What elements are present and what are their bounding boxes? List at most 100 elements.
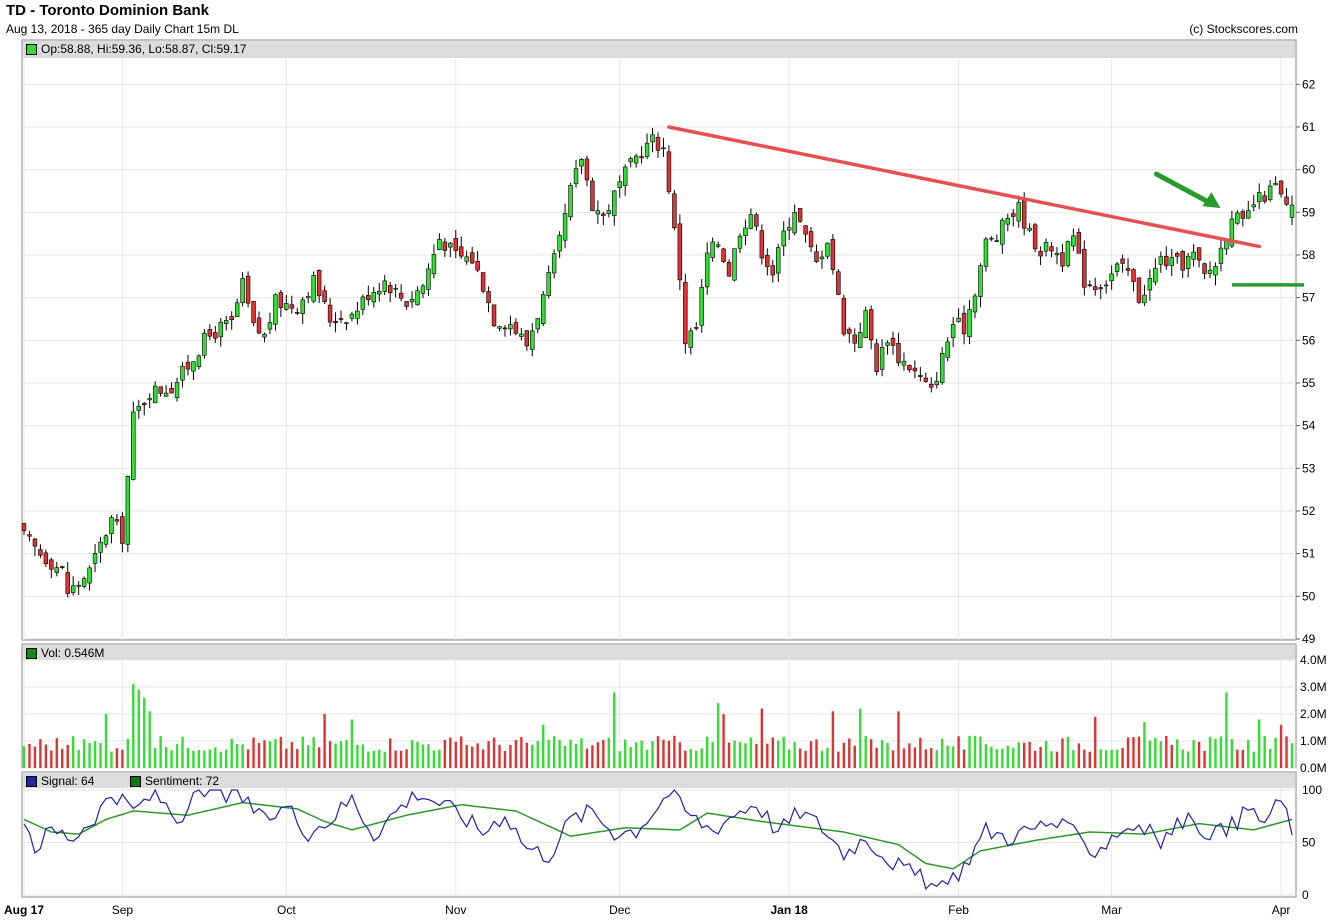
candle-body: [584, 158, 590, 181]
volume-bar: [1099, 749, 1102, 768]
volume-bar: [1186, 751, 1190, 768]
volume-bar: [569, 739, 572, 768]
volume-bar: [334, 743, 337, 768]
volume-bar: [520, 736, 523, 768]
volume-bar: [110, 751, 113, 768]
volume-bar: [1290, 743, 1294, 768]
volume-bar: [50, 750, 53, 768]
candle-body: [229, 316, 234, 321]
volume-bar: [93, 741, 97, 768]
candle-body: [836, 271, 841, 295]
volume-bar: [979, 736, 982, 768]
candle-body: [1082, 248, 1087, 288]
candle-body: [256, 317, 262, 334]
candle-body: [808, 231, 814, 248]
candle-body: [1273, 183, 1278, 186]
volume-bar: [410, 740, 414, 768]
candle-body: [694, 327, 699, 329]
volume-bar: [317, 747, 321, 768]
volume-bar: [476, 743, 479, 768]
candle-body: [765, 255, 770, 268]
volume-bar: [399, 750, 403, 768]
volume-bar: [257, 743, 261, 768]
candle-body: [103, 535, 109, 545]
volume-bar: [815, 739, 818, 768]
candle-body: [142, 402, 147, 406]
candle-body: [721, 248, 726, 263]
candle-body: [234, 302, 240, 318]
candle-body: [852, 334, 857, 344]
volume-bar: [28, 743, 31, 768]
candle-body: [1131, 269, 1136, 282]
candle-body: [961, 312, 967, 335]
volume-bar: [651, 741, 654, 768]
volume-bar: [71, 736, 75, 768]
candle-body: [120, 516, 125, 544]
candle-body: [377, 290, 382, 295]
volume-bar: [181, 736, 184, 768]
volume-bar: [1165, 735, 1168, 768]
volume-bar: [514, 740, 518, 768]
candle-body: [655, 136, 661, 151]
volume-bar: [738, 742, 742, 768]
volume-bar: [733, 740, 736, 768]
volume-bar: [279, 736, 283, 768]
candle-body: [1235, 212, 1240, 224]
volume-bar: [793, 742, 796, 768]
volume-bar: [1012, 747, 1015, 768]
candle-body: [688, 330, 694, 348]
volume-bar: [153, 748, 157, 768]
candle-body: [1093, 286, 1098, 291]
volume-bar: [842, 742, 846, 768]
volume-bar: [831, 711, 835, 768]
volume-bar: [1214, 738, 1217, 768]
candle-body: [934, 380, 939, 386]
candle-body: [169, 387, 174, 394]
candle-body: [879, 346, 885, 370]
volume-bar: [1110, 749, 1113, 768]
volume-bar: [1225, 692, 1228, 768]
candle-body: [163, 392, 169, 397]
candle-body: [262, 333, 267, 338]
volume-bar: [77, 749, 80, 768]
signal-legend: Signal: 64: [26, 774, 94, 788]
candle-body: [814, 251, 819, 262]
price-tick-label: 56: [1302, 333, 1316, 347]
volume-bar: [624, 739, 627, 768]
volume-bar: [361, 744, 365, 768]
volume-bar: [1061, 738, 1064, 768]
volume-bar: [1203, 750, 1206, 768]
candle-body: [530, 330, 535, 350]
candle-body: [1087, 284, 1092, 287]
volume-bar: [1143, 722, 1146, 768]
candle-body: [1071, 235, 1076, 247]
volume-bar: [804, 750, 807, 768]
candle-body: [1284, 196, 1289, 205]
price-tick-label: 49: [1302, 632, 1316, 646]
candle-body: [994, 240, 1000, 242]
candle-body: [360, 296, 366, 310]
volume-bar: [328, 741, 332, 768]
candle-body: [338, 318, 344, 320]
candle-body: [136, 405, 141, 411]
volume-bar: [711, 742, 714, 768]
volume-bar: [1104, 750, 1108, 768]
volume-bar: [1022, 742, 1026, 768]
candle-body: [1180, 251, 1185, 271]
volume-bar: [460, 736, 463, 768]
candle-body: [830, 239, 836, 270]
candle-body: [513, 322, 519, 334]
volume-bar: [132, 684, 135, 768]
candle-body: [207, 329, 213, 337]
volume-bar: [542, 724, 545, 768]
price-tick-label: 51: [1302, 547, 1316, 561]
volume-legend-band: [23, 645, 1295, 660]
candle-body: [415, 290, 420, 305]
volume-tick-label: 1.0M: [1300, 734, 1327, 748]
volume-bar: [574, 743, 578, 768]
volume-bar: [301, 736, 304, 768]
candle-body: [885, 342, 890, 346]
volume-tick-label: 3.0M: [1300, 680, 1327, 694]
candle-body: [1049, 246, 1054, 252]
volume-bar: [432, 750, 436, 768]
